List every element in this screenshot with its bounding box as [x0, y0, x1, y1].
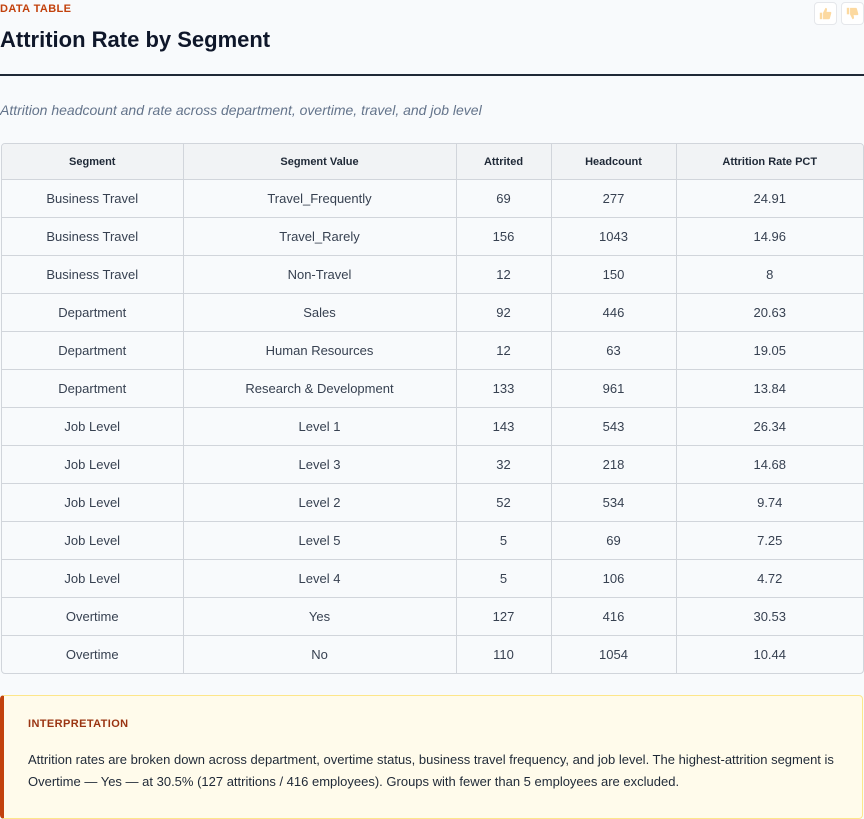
cell-attrited: 133 — [456, 369, 552, 408]
table-row: Department Research & Development 133 961 13… — [2, 369, 863, 408]
cell-segment: Overtime — [2, 635, 184, 673]
thumbs-up-icon — [819, 7, 832, 20]
column-header-attrited[interactable]: Attrited — [456, 144, 552, 180]
header-divider — [0, 74, 864, 76]
cell-attrition-rate: 20.63 — [676, 293, 863, 332]
column-header-segment-value[interactable]: Segment Value — [183, 144, 457, 180]
cell-attrition-rate: 7.25 — [676, 521, 863, 560]
cell-headcount: 69 — [551, 521, 677, 560]
cell-attrited: 5 — [456, 521, 552, 560]
interpretation-text: Attrition rates are broken down across d… — [28, 752, 834, 789]
cell-segment-value: Human Resources — [183, 331, 457, 370]
cell-headcount: 543 — [551, 407, 677, 446]
column-header-attrition-rate[interactable]: Attrition Rate PCT — [676, 144, 863, 180]
cell-headcount: 106 — [551, 559, 677, 598]
feedback-buttons — [814, 2, 864, 25]
interpretation-callout: INTERPRETATION Attrition rates are broke… — [0, 695, 863, 819]
cell-segment: Department — [2, 293, 184, 332]
cell-headcount: 416 — [551, 597, 677, 636]
cell-attrition-rate: 30.53 — [676, 597, 863, 636]
table-row: Job Level Level 3 32 218 14.68 — [2, 445, 863, 484]
column-header-headcount[interactable]: Headcount — [551, 144, 677, 180]
cell-attrited: 52 — [456, 483, 552, 522]
table-row: Overtime No 110 1054 10.44 — [2, 635, 863, 673]
cell-attrited: 156 — [456, 217, 552, 256]
cell-attrited: 12 — [456, 331, 552, 370]
cell-segment-value: Sales — [183, 293, 457, 332]
cell-segment-value: Level 2 — [183, 483, 457, 522]
cell-segment: Business Travel — [2, 179, 184, 218]
cell-attrition-rate: 8 — [676, 255, 863, 294]
thumbs-down-button[interactable] — [841, 2, 864, 25]
cell-headcount: 218 — [551, 445, 677, 484]
thumbs-down-icon — [846, 7, 859, 20]
cell-segment-value: Level 4 — [183, 559, 457, 598]
cell-headcount: 277 — [551, 179, 677, 218]
cell-attrition-rate: 26.34 — [676, 407, 863, 446]
cell-headcount: 1043 — [551, 217, 677, 256]
cell-attrited: 69 — [456, 179, 552, 218]
cell-headcount: 1054 — [551, 635, 677, 673]
data-table: Segment Segment Value Attrited Headcount… — [1, 143, 864, 674]
table-row: Business Travel Travel_Rarely 156 1043 14.96 — [2, 217, 863, 256]
cell-segment: Job Level — [2, 559, 184, 598]
cell-attrited: 110 — [456, 635, 552, 673]
cell-segment-value: Research & Development — [183, 369, 457, 408]
cell-attrited: 127 — [456, 597, 552, 636]
table-row: Job Level Level 2 52 534 9.74 — [2, 483, 863, 522]
cell-attrition-rate: 9.74 — [676, 483, 863, 522]
cell-attrited: 32 — [456, 445, 552, 484]
cell-attrition-rate: 10.44 — [753, 647, 787, 662]
cell-segment-value: Travel_Rarely — [183, 217, 457, 256]
page-title: Attrition Rate by Segment — [0, 27, 271, 52]
cell-attrition-rate: 14.96 — [676, 217, 863, 256]
table-row: Overtime Yes 127 416 30.53 — [2, 597, 863, 636]
table-row: Business Travel Non-Travel 12 150 8 — [2, 255, 863, 294]
thumbs-up-button[interactable] — [814, 2, 837, 25]
cell-segment: Overtime — [2, 597, 184, 636]
cell-headcount: 961 — [551, 369, 677, 408]
table-row: Department Sales 92 446 20.63 — [2, 293, 863, 332]
cell-attrited: 12 — [456, 255, 552, 294]
table-row: Business Travel Travel_Frequently 69 277 24.… — [2, 179, 863, 218]
cell-attrition-rate: 13.84 — [676, 369, 863, 408]
table-header-row: Segment Segment Value Attrited Headcount… — [2, 144, 863, 180]
cell-attrited: 5 — [456, 559, 552, 598]
cell-segment: Job Level — [2, 483, 184, 522]
cell-segment: Business Travel — [2, 255, 184, 294]
cell-segment-value: No — [183, 635, 457, 673]
table-row: Job Level Level 1 143 543 26.34 — [2, 407, 863, 446]
cell-segment-value: Yes — [183, 597, 457, 636]
cell-segment-value: Travel_Frequently — [183, 179, 457, 218]
cell-segment-value: Non-Travel — [183, 255, 457, 294]
cell-headcount: 150 — [551, 255, 677, 294]
table-row: Job Level Level 4 5 106 4.72 — [2, 559, 863, 598]
table-row: Department Human Resources 12 63 19.05 — [2, 331, 863, 370]
cell-segment-value: Level 5 — [183, 521, 457, 560]
cell-segment: Job Level — [2, 521, 184, 560]
cell-attrited: 143 — [456, 407, 552, 446]
interpretation-title: INTERPRETATION — [28, 718, 129, 730]
cell-headcount: 534 — [551, 483, 677, 522]
column-header-segment[interactable]: Segment — [2, 144, 184, 180]
cell-segment-value: Level 1 — [183, 407, 457, 446]
cell-segment-value: Level 3 — [183, 445, 457, 484]
cell-attrition-rate: 4.72 — [676, 559, 863, 598]
table-subtitle: Attrition headcount and rate across depa… — [0, 102, 482, 118]
cell-attrited: 92 — [456, 293, 552, 332]
cell-attrition-rate: 14.68 — [676, 445, 863, 484]
cell-headcount: 63 — [551, 331, 677, 370]
cell-attrition-rate: 24.91 — [676, 179, 863, 218]
cell-headcount: 446 — [551, 293, 677, 332]
cell-segment: Department — [2, 369, 184, 408]
cell-segment: Department — [2, 331, 184, 370]
cell-attrition-rate: 19.05 — [676, 331, 863, 370]
table-row: Job Level Level 5 5 69 7.25 — [2, 521, 863, 560]
cell-segment: Business Travel — [2, 217, 184, 256]
cell-segment: Job Level — [2, 445, 184, 484]
section-kicker: DATA TABLE — [0, 3, 72, 15]
cell-segment: Job Level — [2, 407, 184, 446]
